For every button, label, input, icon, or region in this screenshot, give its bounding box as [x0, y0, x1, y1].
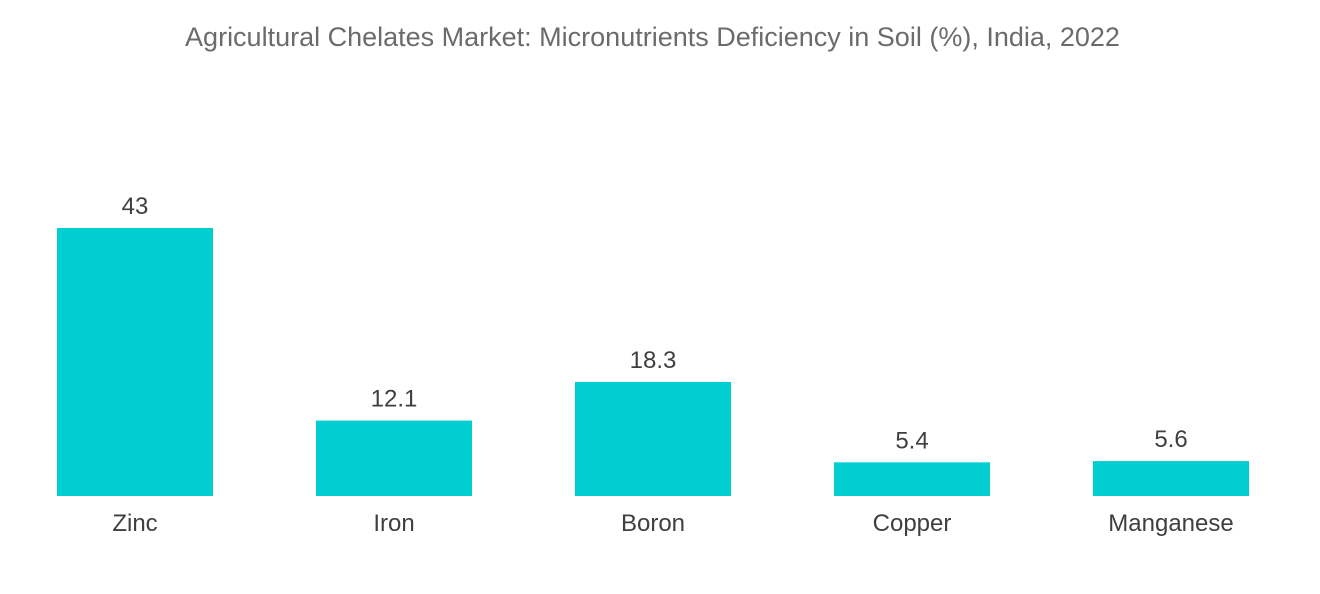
bar-boron — [575, 381, 731, 496]
value-label-iron: 12.1 — [371, 386, 418, 413]
bar-copper — [834, 462, 990, 496]
bars-group — [57, 228, 1249, 496]
bar-zinc — [57, 228, 213, 496]
category-label-iron: Iron — [373, 510, 414, 537]
value-label-zinc: 43 — [122, 193, 149, 220]
category-label-manganese: Manganese — [1108, 510, 1233, 537]
chart-title: Agricultural Chelates Market: Micronutri… — [185, 22, 1120, 52]
category-label-boron: Boron — [621, 510, 685, 537]
value-label-copper: 5.4 — [895, 427, 928, 454]
value-label-manganese: 5.6 — [1154, 426, 1187, 453]
value-label-boron: 18.3 — [630, 347, 677, 374]
category-label-copper: Copper — [873, 510, 952, 537]
bar-iron — [316, 420, 472, 496]
category-label-zinc: Zinc — [112, 510, 157, 537]
bar-manganese — [1093, 461, 1249, 496]
value-labels-group: 43 12.1 18.3 5.4 5.6 — [122, 193, 1188, 454]
category-labels-group: Zinc Iron Boron Copper Manganese — [112, 510, 1233, 537]
